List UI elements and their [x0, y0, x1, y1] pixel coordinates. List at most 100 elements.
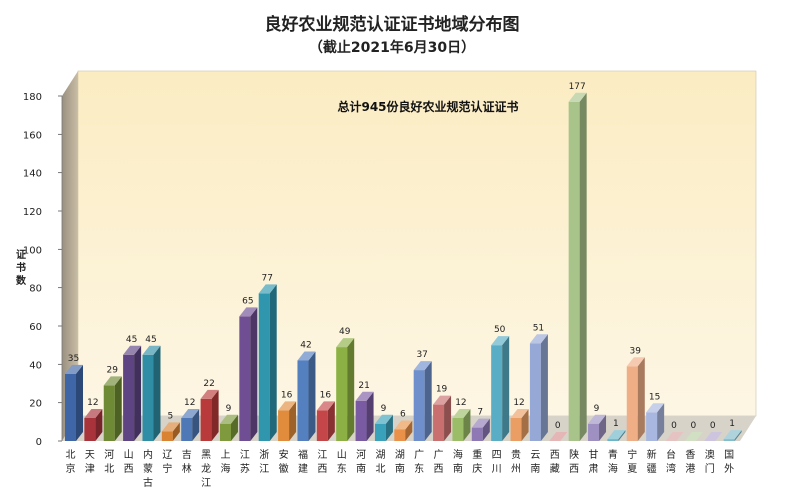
bar-top — [336, 338, 355, 348]
x-tick-label-char: 古 — [143, 476, 153, 489]
x-tick-label: 香港 — [685, 449, 695, 475]
bar-top — [219, 414, 238, 424]
bar-top — [200, 389, 219, 399]
x-tick-label: 山西 — [124, 449, 134, 475]
bar: 16 — [316, 390, 335, 441]
x-tick-label-char: 上 — [220, 449, 230, 461]
bar: 77 — [258, 273, 277, 441]
x-tick-label-char: 贵 — [511, 448, 521, 461]
bar: 1 — [607, 419, 626, 441]
bar-side — [347, 338, 355, 441]
x-tick-label: 贵州 — [511, 448, 521, 475]
x-tick-label-char: 台 — [666, 448, 676, 461]
x-tick-label: 黑龙江 — [201, 449, 211, 489]
x-tick-label-char: 庆 — [472, 462, 482, 475]
bar-top — [355, 391, 374, 401]
bar-front — [142, 354, 154, 441]
bar-front — [510, 418, 522, 441]
x-tick-label-char: 宁 — [162, 462, 172, 475]
x-tick-label-char: 西 — [317, 464, 327, 475]
bar-value-label: 16 — [320, 390, 332, 400]
bar-side — [269, 284, 277, 441]
x-tick-label: 西藏 — [550, 450, 560, 475]
bar-top — [433, 395, 452, 405]
x-tick-label: 青海 — [608, 448, 618, 475]
bar-top — [161, 422, 180, 432]
x-tick-label-char: 吉 — [182, 449, 192, 461]
bar-side — [153, 345, 161, 441]
bar-side — [482, 418, 490, 441]
bar: 1 — [723, 419, 742, 441]
bar-side — [230, 414, 238, 441]
bar-top — [568, 92, 587, 102]
bar-top — [142, 345, 161, 355]
bar-value-label: 7 — [477, 408, 483, 418]
bar: 50 — [491, 325, 510, 441]
y-tick-label: 80 — [29, 284, 42, 295]
x-tick-label: 内蒙古 — [143, 448, 153, 489]
y-tick-label: 100 — [23, 245, 42, 256]
bar-top — [452, 409, 471, 418]
x-tick-label: 山东 — [337, 449, 347, 475]
bar: 45 — [123, 335, 142, 441]
bar-front — [529, 343, 541, 441]
x-tick-label-char: 夏 — [627, 463, 637, 475]
bar-value-label: 12 — [455, 398, 466, 408]
bar-side — [134, 345, 142, 441]
bar-value-label: 12 — [513, 398, 524, 408]
x-tick-label: 河南 — [356, 449, 366, 475]
x-tick-label-char: 浙 — [259, 449, 269, 461]
x-tick-label-char: 南 — [356, 462, 366, 475]
bar-top — [646, 403, 665, 413]
bar-top — [684, 432, 703, 441]
bar: 49 — [336, 327, 355, 441]
x-tick-label-char: 河 — [104, 449, 114, 461]
bar: 21 — [355, 381, 374, 441]
bar: 5 — [161, 411, 180, 441]
x-tick-label-char: 徽 — [279, 462, 289, 475]
x-tick-label: 福建 — [298, 448, 308, 475]
y-tick-label: 20 — [29, 399, 42, 410]
x-tick-label-char: 香 — [685, 449, 695, 461]
bar-top — [413, 361, 432, 371]
x-tick-label: 浙江 — [259, 449, 269, 475]
bar-value-label: 51 — [533, 323, 544, 333]
x-tick-label-char: 湖 — [395, 449, 405, 461]
bar-side — [444, 395, 452, 441]
x-tick-label-char: 京 — [66, 462, 76, 475]
bar: 9 — [219, 404, 238, 441]
bar-value-label: 39 — [630, 346, 642, 356]
bar-front — [568, 101, 580, 441]
x-tick-label-char: 四 — [492, 450, 502, 461]
bar-value-label: 45 — [126, 335, 137, 345]
bar-value-label: 35 — [68, 354, 79, 364]
x-tick-label: 湖北 — [375, 449, 385, 475]
x-tick-label: 海南 — [453, 448, 463, 475]
plot-background — [62, 70, 757, 441]
x-tick-label: 北京 — [66, 449, 76, 475]
bar-side — [502, 336, 510, 441]
x-tick-label-char: 外 — [724, 463, 734, 475]
bar: 15 — [646, 392, 665, 441]
x-tick-label: 云南 — [530, 450, 540, 475]
x-tick-label-char: 川 — [492, 464, 502, 475]
x-tick-label: 重庆 — [472, 448, 482, 475]
x-tick-label: 江西 — [317, 449, 327, 475]
x-tick-label-char: 疆 — [647, 463, 657, 475]
x-tick-label-char: 北 — [104, 463, 114, 475]
bar-front — [181, 418, 193, 441]
bar-top — [491, 336, 510, 346]
x-tick-label-char: 黑 — [201, 449, 211, 461]
y-axis: 0 20 40 60 80 100 120 140 160 180 — [23, 92, 63, 448]
bar-top — [723, 430, 742, 440]
bar-side — [192, 409, 200, 441]
x-tick-label: 国外 — [724, 449, 734, 475]
bar-side — [599, 414, 607, 441]
bar-front — [84, 418, 96, 441]
bar-value-label: 9 — [594, 404, 600, 414]
y-axis-label-char: 数 — [16, 274, 27, 287]
x-tick-label-char: 西 — [569, 464, 579, 475]
bar-side — [95, 409, 103, 441]
bar: 45 — [142, 335, 161, 441]
